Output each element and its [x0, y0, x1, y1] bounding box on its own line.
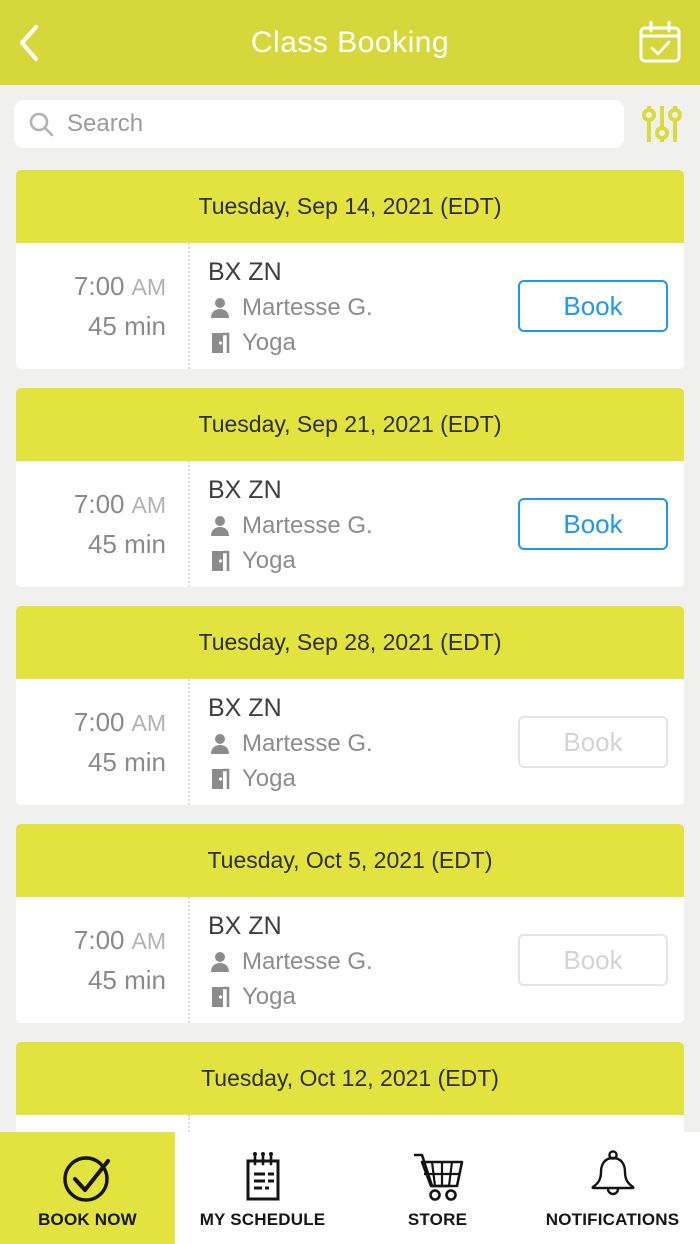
class-row: 7:00 AM 45 min BX ZN Martesse G. Yoga Boo…: [16, 461, 684, 587]
cart-icon: [409, 1149, 467, 1205]
time-column: 7:00 AM 45 min: [16, 243, 188, 369]
bottom-nav: BOOK NOW MY SCHEDULE: [0, 1132, 700, 1244]
nav-item-notifications[interactable]: NOTIFICATIONS: [525, 1132, 700, 1244]
book-column: Book: [518, 243, 684, 369]
book-column: Book: [518, 461, 684, 587]
filter-button[interactable]: [638, 100, 686, 148]
class-name: BX ZN: [208, 475, 282, 504]
time-column: 7:00 AM 45 min: [16, 679, 188, 805]
class-time: 7:00: [73, 488, 125, 519]
instructor-name: Martesse G.: [242, 511, 373, 539]
check-circle-icon: [60, 1149, 116, 1205]
person-icon: [208, 733, 232, 755]
instructor-name: Martesse G.: [242, 947, 373, 975]
person-icon: [208, 515, 232, 537]
time-column: 7:00 AM 45 min: [16, 461, 188, 587]
person-icon: [208, 297, 232, 319]
class-row: 7:00 AM 45 min BX ZN Martesse G. Yoga Boo…: [16, 897, 684, 1023]
class-card: Tuesday, Sep 28, 2021 (EDT) 7:00 AM 45 mi…: [16, 606, 684, 805]
class-details: BX ZN Martesse G. Yoga: [188, 679, 518, 805]
class-card: Tuesday, Sep 14, 2021 (EDT) 7:00 AM 45 mi…: [16, 170, 684, 369]
search-input[interactable]: [67, 110, 610, 138]
person-icon: [208, 951, 232, 973]
nav-label: STORE: [407, 1209, 468, 1229]
book-column: Book: [518, 679, 684, 805]
class-category: Yoga: [242, 328, 296, 356]
class-name: BX ZN: [208, 693, 282, 722]
door-icon: [208, 767, 232, 791]
sliders-icon: [642, 106, 682, 142]
class-name: BX ZN: [208, 911, 282, 940]
date-header: Tuesday, Oct 5, 2021 (EDT): [16, 824, 684, 897]
class-card: Tuesday, Sep 21, 2021 (EDT) 7:00 AM 45 mi…: [16, 388, 684, 587]
search-row: [0, 85, 700, 163]
class-duration: 45 min: [87, 964, 166, 995]
nav-item-my-schedule[interactable]: MY SCHEDULE: [175, 1132, 350, 1244]
class-category: Yoga: [242, 982, 296, 1010]
date-header: Tuesday, Sep 14, 2021 (EDT): [16, 170, 684, 243]
class-details: BX ZN Martesse G. Yoga: [188, 461, 518, 587]
door-icon: [208, 331, 232, 355]
date-header: Tuesday, Sep 21, 2021 (EDT): [16, 388, 684, 461]
magnifier-icon: [29, 112, 54, 136]
nav-label: BOOK NOW: [38, 1209, 137, 1229]
time-column: 7:00 AM 45 min: [16, 897, 188, 1023]
class-list[interactable]: Tuesday, Sep 14, 2021 (EDT) 7:00 AM 45 mi…: [0, 163, 700, 1132]
class-meridiem: AM: [131, 927, 167, 954]
back-button[interactable]: [16, 22, 46, 64]
search-box[interactable]: [14, 100, 624, 148]
nav-item-book-now[interactable]: BOOK NOW: [0, 1132, 175, 1244]
class-meridiem: AM: [131, 491, 167, 518]
date-header: Tuesday, Sep 28, 2021 (EDT): [16, 606, 684, 679]
bell-icon: [587, 1149, 639, 1205]
nav-item-store[interactable]: STORE: [350, 1132, 525, 1244]
nav-label: MY SCHEDULE: [199, 1209, 326, 1229]
class-card: Tuesday, Oct 12, 2021 (EDT): [16, 1042, 684, 1132]
class-time: 7:00: [73, 706, 125, 737]
class-category: Yoga: [242, 764, 296, 792]
class-row: 7:00 AM 45 min BX ZN Martesse G. Yoga Boo…: [16, 679, 684, 805]
class-row-partial: [16, 1115, 684, 1132]
chevron-left-icon: [20, 25, 38, 61]
class-meridiem: AM: [131, 273, 167, 300]
book-button[interactable]: Book: [518, 280, 668, 332]
class-name: BX ZN: [208, 257, 282, 286]
class-meridiem: AM: [131, 709, 167, 736]
class-time: 7:00: [73, 924, 125, 955]
book-button[interactable]: Book: [518, 498, 668, 550]
class-duration: 45 min: [87, 746, 166, 777]
instructor-name: Martesse G.: [242, 729, 373, 757]
class-card: Tuesday, Oct 5, 2021 (EDT) 7:00 AM 45 min…: [16, 824, 684, 1023]
page-title: Class Booking: [250, 25, 450, 59]
class-time: 7:00: [73, 270, 125, 301]
class-details: BX ZN Martesse G. Yoga: [188, 897, 518, 1023]
door-icon: [208, 549, 232, 573]
book-button[interactable]: Book: [518, 934, 668, 986]
class-row: 7:00 AM 45 min BX ZN Martesse G. Yoga Boo…: [16, 243, 684, 369]
notepad-icon: [238, 1149, 288, 1205]
date-header: Tuesday, Oct 12, 2021 (EDT): [16, 1042, 684, 1115]
book-column: Book: [518, 897, 684, 1023]
nav-label: NOTIFICATIONS: [545, 1209, 680, 1229]
calendar-button[interactable]: [636, 18, 684, 66]
door-icon: [208, 985, 232, 1009]
class-details: BX ZN Martesse G. Yoga: [188, 243, 518, 369]
app-header: Class Booking: [0, 0, 700, 85]
calendar-check-icon: [639, 21, 681, 63]
class-category: Yoga: [242, 546, 296, 574]
book-button[interactable]: Book: [518, 716, 668, 768]
instructor-name: Martesse G.: [242, 293, 373, 321]
class-duration: 45 min: [87, 310, 166, 341]
class-duration: 45 min: [87, 528, 166, 559]
